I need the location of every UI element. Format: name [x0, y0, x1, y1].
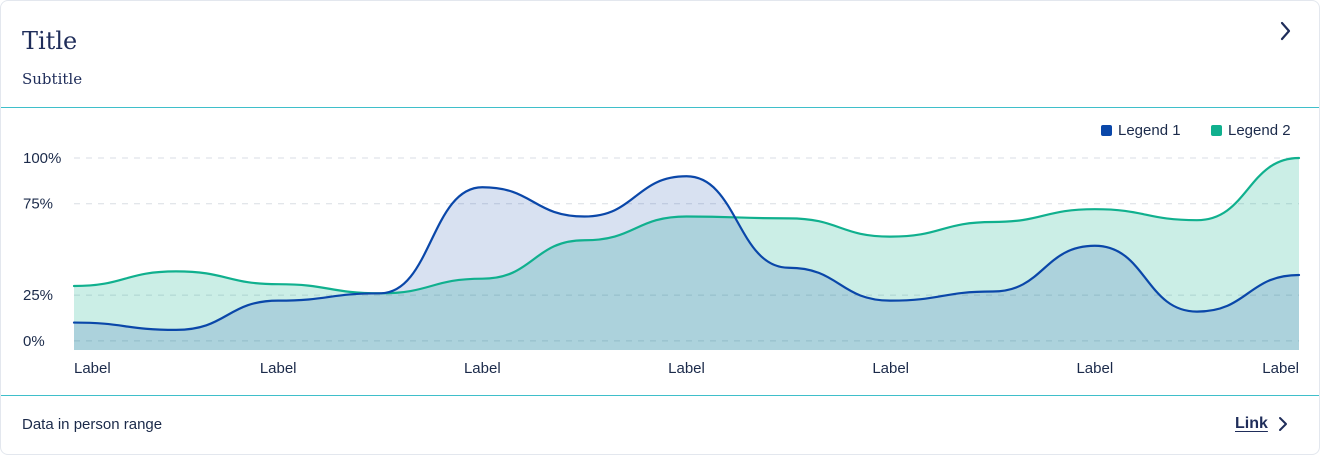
- x-tick-label: Label: [872, 360, 909, 377]
- card-header: Title Subtitle: [1, 1, 1319, 107]
- y-tick-label: 0%: [23, 333, 45, 350]
- chevron-right-icon[interactable]: [1271, 17, 1299, 45]
- area-chart: 0% 25% 75% 100% Label Label Label Label Label Lab…: [23, 122, 1301, 377]
- x-tick-label: Label: [1076, 360, 1113, 377]
- series-1-area: [74, 176, 1299, 350]
- series-2-line: [72, 156, 1301, 295]
- x-tick-label: Label: [668, 360, 705, 377]
- y-tick-label: 100%: [23, 150, 61, 167]
- card-title: Title: [22, 27, 78, 55]
- series-2-area: [74, 158, 1299, 350]
- x-tick-label: Label: [1262, 360, 1299, 377]
- footer-link-label[interactable]: Link: [1235, 415, 1268, 432]
- header-divider: [1, 107, 1319, 108]
- x-tick-label: Label: [464, 360, 501, 377]
- legend-1-swatch: [1101, 125, 1112, 136]
- y-tick-label: 25%: [23, 287, 53, 304]
- x-tick-label: Label: [74, 360, 111, 377]
- footer-text: Data in person range: [22, 416, 163, 433]
- legend-2-label: Legend 2: [1228, 122, 1291, 139]
- y-tick-label: 75%: [23, 196, 53, 213]
- footer-divider: [1, 395, 1319, 396]
- card-subtitle: Subtitle: [22, 70, 83, 88]
- x-tick-label: Label: [260, 360, 297, 377]
- series-1-line: [72, 175, 1301, 331]
- legend-2-swatch: [1211, 125, 1222, 136]
- chevron-right-icon[interactable]: [1272, 413, 1294, 435]
- footer-link[interactable]: Link: [1235, 413, 1294, 435]
- legend-1-label: Legend 1: [1118, 122, 1181, 139]
